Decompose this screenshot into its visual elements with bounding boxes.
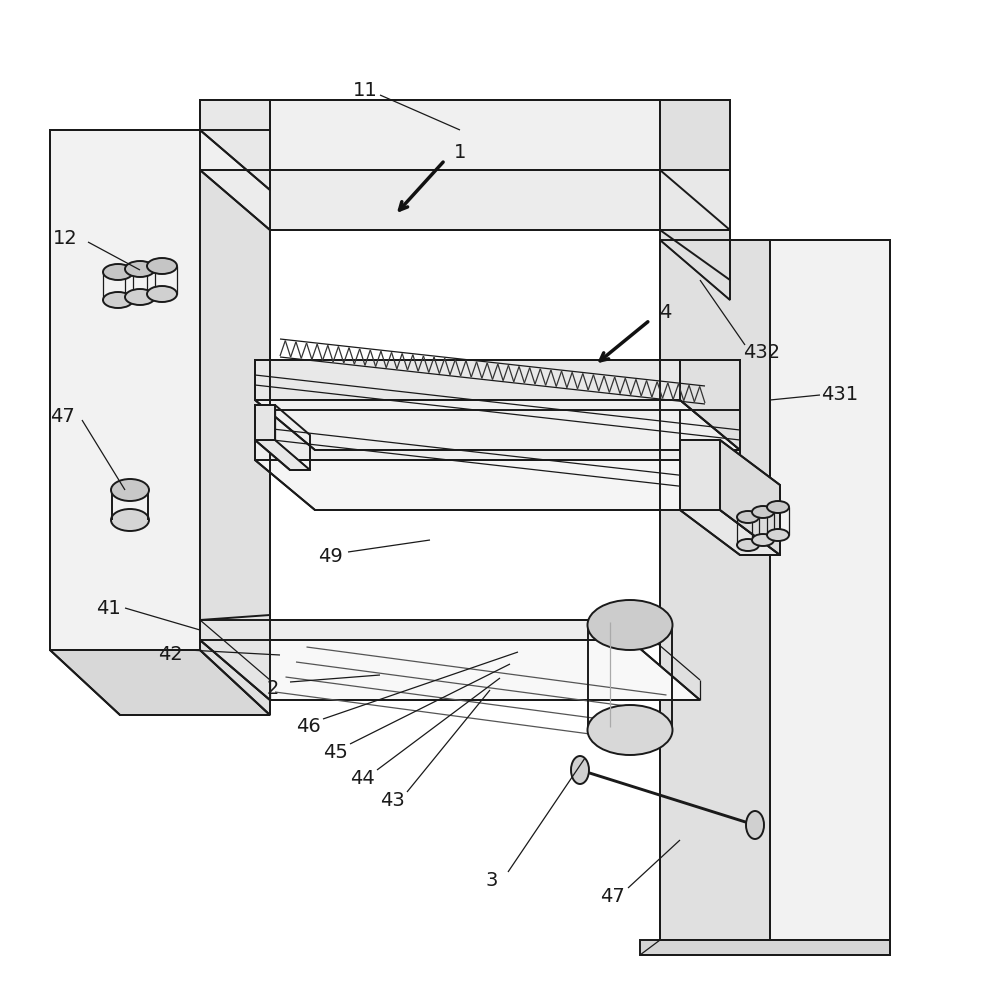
Ellipse shape xyxy=(746,811,764,839)
Polygon shape xyxy=(660,230,730,300)
Ellipse shape xyxy=(147,286,177,302)
Text: 1: 1 xyxy=(454,142,466,161)
Ellipse shape xyxy=(752,506,774,518)
Polygon shape xyxy=(200,100,270,190)
Polygon shape xyxy=(255,410,680,460)
Ellipse shape xyxy=(103,264,133,280)
Text: 46: 46 xyxy=(296,718,320,736)
Polygon shape xyxy=(770,240,890,940)
Polygon shape xyxy=(680,440,720,510)
Polygon shape xyxy=(255,440,310,470)
Text: 41: 41 xyxy=(96,598,121,617)
Polygon shape xyxy=(50,130,200,650)
Ellipse shape xyxy=(111,509,149,531)
Polygon shape xyxy=(200,100,660,170)
Polygon shape xyxy=(200,620,630,640)
Polygon shape xyxy=(640,940,890,955)
Polygon shape xyxy=(680,410,740,510)
Polygon shape xyxy=(720,440,780,555)
Ellipse shape xyxy=(111,479,149,501)
Polygon shape xyxy=(680,360,740,450)
Polygon shape xyxy=(50,650,270,715)
Ellipse shape xyxy=(125,289,155,305)
Text: 42: 42 xyxy=(157,646,182,664)
Ellipse shape xyxy=(587,705,673,755)
Ellipse shape xyxy=(737,539,759,551)
Polygon shape xyxy=(255,460,740,510)
Text: 12: 12 xyxy=(52,229,77,247)
Text: 11: 11 xyxy=(353,81,378,100)
Ellipse shape xyxy=(587,600,673,650)
Text: 47: 47 xyxy=(599,886,624,906)
Text: 44: 44 xyxy=(350,768,375,788)
Polygon shape xyxy=(680,510,780,555)
Ellipse shape xyxy=(571,756,589,784)
Text: 43: 43 xyxy=(380,790,405,810)
Text: 432: 432 xyxy=(744,344,780,362)
Ellipse shape xyxy=(103,292,133,308)
Polygon shape xyxy=(200,615,270,700)
Polygon shape xyxy=(200,170,730,230)
Polygon shape xyxy=(255,400,740,450)
Polygon shape xyxy=(200,640,700,700)
Text: 2: 2 xyxy=(267,678,279,698)
Polygon shape xyxy=(255,405,275,440)
Ellipse shape xyxy=(767,501,789,513)
Polygon shape xyxy=(660,170,730,280)
Polygon shape xyxy=(660,100,730,230)
Ellipse shape xyxy=(125,261,155,277)
Ellipse shape xyxy=(767,529,789,541)
Ellipse shape xyxy=(737,511,759,523)
Text: 4: 4 xyxy=(659,302,672,322)
Polygon shape xyxy=(200,130,270,715)
Text: 431: 431 xyxy=(822,385,858,404)
Polygon shape xyxy=(660,940,890,945)
Text: 47: 47 xyxy=(49,406,74,426)
Ellipse shape xyxy=(147,258,177,274)
Polygon shape xyxy=(660,240,770,940)
Text: 49: 49 xyxy=(317,548,342,566)
Polygon shape xyxy=(255,360,680,400)
Ellipse shape xyxy=(752,534,774,546)
Polygon shape xyxy=(640,940,890,955)
Text: 3: 3 xyxy=(486,870,498,890)
Text: 45: 45 xyxy=(322,742,347,762)
